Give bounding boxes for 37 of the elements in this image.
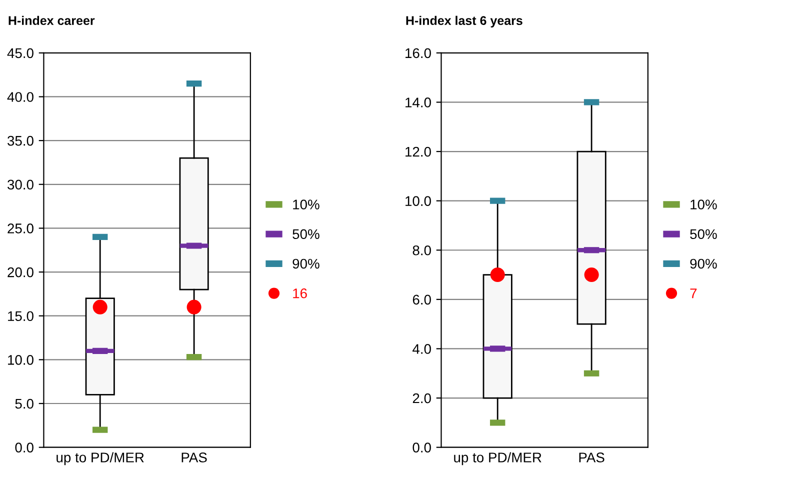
chart-title: H-index last 6 years xyxy=(406,16,522,28)
y-tick-label: 20.0 xyxy=(8,267,34,278)
y-tick-label: 30.0 xyxy=(8,180,34,190)
y-tick-label: 10.0 xyxy=(8,355,34,365)
y-tick-label: 14.0 xyxy=(406,98,431,108)
point xyxy=(186,300,202,314)
y-tick-label: 10.0 xyxy=(406,196,431,206)
y-tick-label: 15.0 xyxy=(8,311,34,322)
chart-title: H-index career xyxy=(8,16,95,25)
y-tick-label: 16.0 xyxy=(406,48,431,58)
legend-label: 10% xyxy=(690,200,717,210)
y-tick-label: 8.0 xyxy=(412,245,431,256)
legend-label: 10% xyxy=(293,200,320,210)
y-tick-label: 0.0 xyxy=(412,442,431,452)
y-tick-label: 2.0 xyxy=(412,393,431,404)
legend-label: 90% xyxy=(292,258,320,269)
y-tick-label: 0.0 xyxy=(15,442,34,452)
y-tick-label: 4.0 xyxy=(412,344,431,354)
point xyxy=(92,300,108,314)
legend-label: 90% xyxy=(690,258,717,269)
x-tick-label: PAS xyxy=(579,452,604,462)
y-tick-label: 5.0 xyxy=(15,398,34,409)
legend-label: 16 xyxy=(293,288,307,298)
y-tick-label: 45.0 xyxy=(7,48,34,58)
legend-label: 50% xyxy=(292,229,320,240)
x-tick-label: up to PD/MER xyxy=(454,452,542,466)
x-tick-label: up to PD/MER xyxy=(56,452,144,466)
y-tick-label: 6.0 xyxy=(412,294,431,305)
y-tick-label: 35.0 xyxy=(8,136,34,146)
y-tick-label: 40.0 xyxy=(7,92,34,102)
legend-label: 7 xyxy=(690,288,697,298)
point xyxy=(490,267,505,282)
legend-label: 50% xyxy=(690,229,717,240)
x-tick-label: PAS xyxy=(182,452,207,462)
y-tick-label: 12.0 xyxy=(406,146,431,157)
y-tick-label: 25.0 xyxy=(8,224,34,234)
point xyxy=(584,267,599,282)
